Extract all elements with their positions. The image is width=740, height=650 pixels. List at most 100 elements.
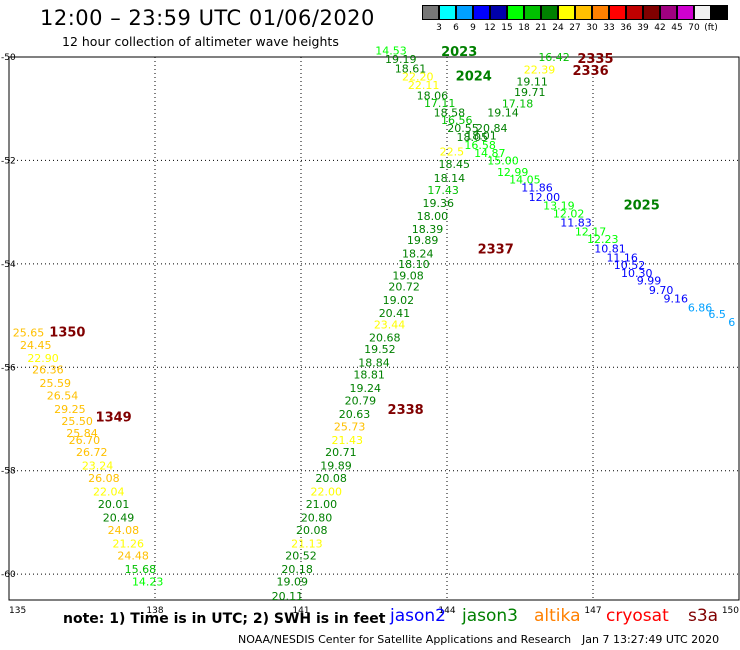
scale-swatch bbox=[558, 5, 575, 20]
swh-value: 17.18 bbox=[502, 98, 534, 111]
swh-value: 25.59 bbox=[39, 377, 71, 390]
scale-label: 15 bbox=[501, 23, 513, 33]
pass-time-label: 2336 bbox=[572, 64, 608, 79]
swh-value: 19.89 bbox=[407, 234, 439, 247]
swh-value: 19.02 bbox=[383, 294, 415, 307]
swh-value: 20.49 bbox=[103, 511, 135, 524]
swh-value: 23.44 bbox=[374, 319, 406, 332]
swh-value: 9.70 bbox=[649, 284, 674, 297]
swh-value: 6 bbox=[728, 316, 735, 329]
swh-value: 15.00 bbox=[487, 155, 519, 168]
scale-swatch bbox=[473, 5, 490, 20]
swh-value: 14.05 bbox=[509, 174, 541, 187]
swh-value: 18.61 bbox=[395, 63, 427, 76]
swh-value: 6.86 bbox=[688, 301, 713, 314]
swh-value: 22.5 bbox=[440, 145, 465, 158]
swh-value: 24.45 bbox=[20, 339, 52, 352]
scale-label: 36 bbox=[620, 23, 632, 33]
scale-swatch bbox=[541, 5, 558, 20]
swh-value: 22.11 bbox=[408, 79, 440, 92]
swh-value: 18.84 bbox=[358, 356, 390, 369]
scale-label: 70 bbox=[688, 23, 700, 33]
swh-value: 25.65 bbox=[13, 326, 45, 339]
swh-value: 20.41 bbox=[379, 307, 411, 320]
units-note: note: 1) Time is in UTC; 2) SWH is in fe… bbox=[63, 611, 386, 627]
lon-tick-label: 135 bbox=[9, 606, 26, 616]
lat-tick-label: -56 bbox=[1, 363, 16, 373]
swh-value: 22.00 bbox=[311, 486, 343, 499]
swh-value: 11.16 bbox=[606, 251, 638, 264]
swh-value: 20.84 bbox=[476, 122, 508, 135]
swh-value: 19.19 bbox=[385, 53, 417, 66]
scale-label: 42 bbox=[654, 23, 666, 33]
swh-value: 19.14 bbox=[487, 106, 519, 119]
swh-value: 19.52 bbox=[364, 343, 396, 356]
scale-label: 30 bbox=[586, 23, 598, 33]
scale-swatch bbox=[507, 5, 524, 20]
swh-value: 16.58 bbox=[464, 139, 496, 152]
swh-value: 19.08 bbox=[392, 269, 424, 282]
swh-value: 18.06 bbox=[417, 89, 449, 102]
swh-value: 22.04 bbox=[93, 486, 125, 499]
swh-value: 18.14 bbox=[434, 172, 466, 185]
swh-value: 12.02 bbox=[553, 207, 585, 220]
swh-value: 19.09 bbox=[276, 576, 308, 589]
swh-value: 17.11 bbox=[424, 97, 456, 110]
swh-value: 16.42 bbox=[538, 51, 570, 64]
swh-value: 20.80 bbox=[301, 511, 333, 524]
swh-value: 18.39 bbox=[412, 223, 444, 236]
scale-swatch bbox=[456, 5, 473, 20]
swh-value: 20.79 bbox=[345, 395, 377, 408]
lon-tick-label: 147 bbox=[584, 606, 601, 616]
scale-swatch bbox=[711, 5, 728, 20]
lon-tick-label: 150 bbox=[722, 606, 739, 616]
scale-swatch bbox=[660, 5, 677, 20]
scale-swatch bbox=[626, 5, 643, 20]
swh-value: 20.72 bbox=[388, 281, 420, 294]
swh-value: 26.54 bbox=[47, 389, 79, 402]
scale-label: 18 bbox=[518, 23, 530, 33]
swh-value: 21.13 bbox=[291, 537, 323, 550]
swh-value: 24.08 bbox=[108, 524, 140, 537]
scale-label: 27 bbox=[569, 23, 581, 33]
lon-tick-label: 138 bbox=[146, 606, 163, 616]
scale-label: 6 bbox=[453, 23, 459, 33]
swh-value: 26.72 bbox=[76, 446, 108, 459]
scale-swatch bbox=[677, 5, 694, 20]
swh-value: 26.36 bbox=[32, 363, 64, 376]
swh-value: 21.26 bbox=[112, 537, 144, 550]
swh-value: 20.18 bbox=[281, 563, 313, 576]
swh-value: 26.08 bbox=[88, 472, 120, 485]
chart-title: 12:00 – 23:59 UTC 01/06/2020 bbox=[40, 6, 375, 30]
lat-tick-label: -54 bbox=[1, 260, 16, 270]
lat-tick-label: -52 bbox=[1, 156, 16, 166]
legend-jason3: jason3 bbox=[462, 606, 518, 626]
scale-label: 12 bbox=[484, 23, 496, 33]
scale-swatch bbox=[439, 5, 456, 20]
pass-time-label: 2025 bbox=[624, 199, 660, 214]
scale-label: 39 bbox=[637, 23, 649, 33]
swh-value: 10.81 bbox=[594, 242, 626, 255]
swh-value: 20.63 bbox=[339, 408, 371, 421]
scale-label: 3 bbox=[436, 23, 442, 33]
pass-time-label: 1350 bbox=[49, 325, 85, 340]
swh-value: 14.87 bbox=[474, 147, 506, 160]
swh-value: 12.17 bbox=[575, 225, 607, 238]
swh-value: 15.68 bbox=[125, 563, 157, 576]
scale-label: 9 bbox=[470, 23, 476, 33]
swh-value: 20.68 bbox=[369, 331, 401, 344]
legend-jason2: jason2 bbox=[390, 606, 446, 626]
scale-label: (ft) bbox=[704, 23, 718, 33]
scale-swatch bbox=[592, 5, 609, 20]
pass-time-label: 1349 bbox=[96, 411, 132, 426]
swh-value: 25.73 bbox=[334, 420, 366, 433]
pass-time-label: 2338 bbox=[388, 403, 424, 418]
scale-swatch bbox=[524, 5, 541, 20]
swh-value: 19.36 bbox=[422, 197, 454, 210]
swh-value: 14.23 bbox=[132, 576, 164, 589]
chart-subtitle: 12 hour collection of altimeter wave hei… bbox=[62, 34, 339, 49]
swh-value: 29.25 bbox=[54, 403, 86, 416]
swh-value: 18.00 bbox=[417, 210, 449, 223]
scale-swatch bbox=[575, 5, 592, 20]
